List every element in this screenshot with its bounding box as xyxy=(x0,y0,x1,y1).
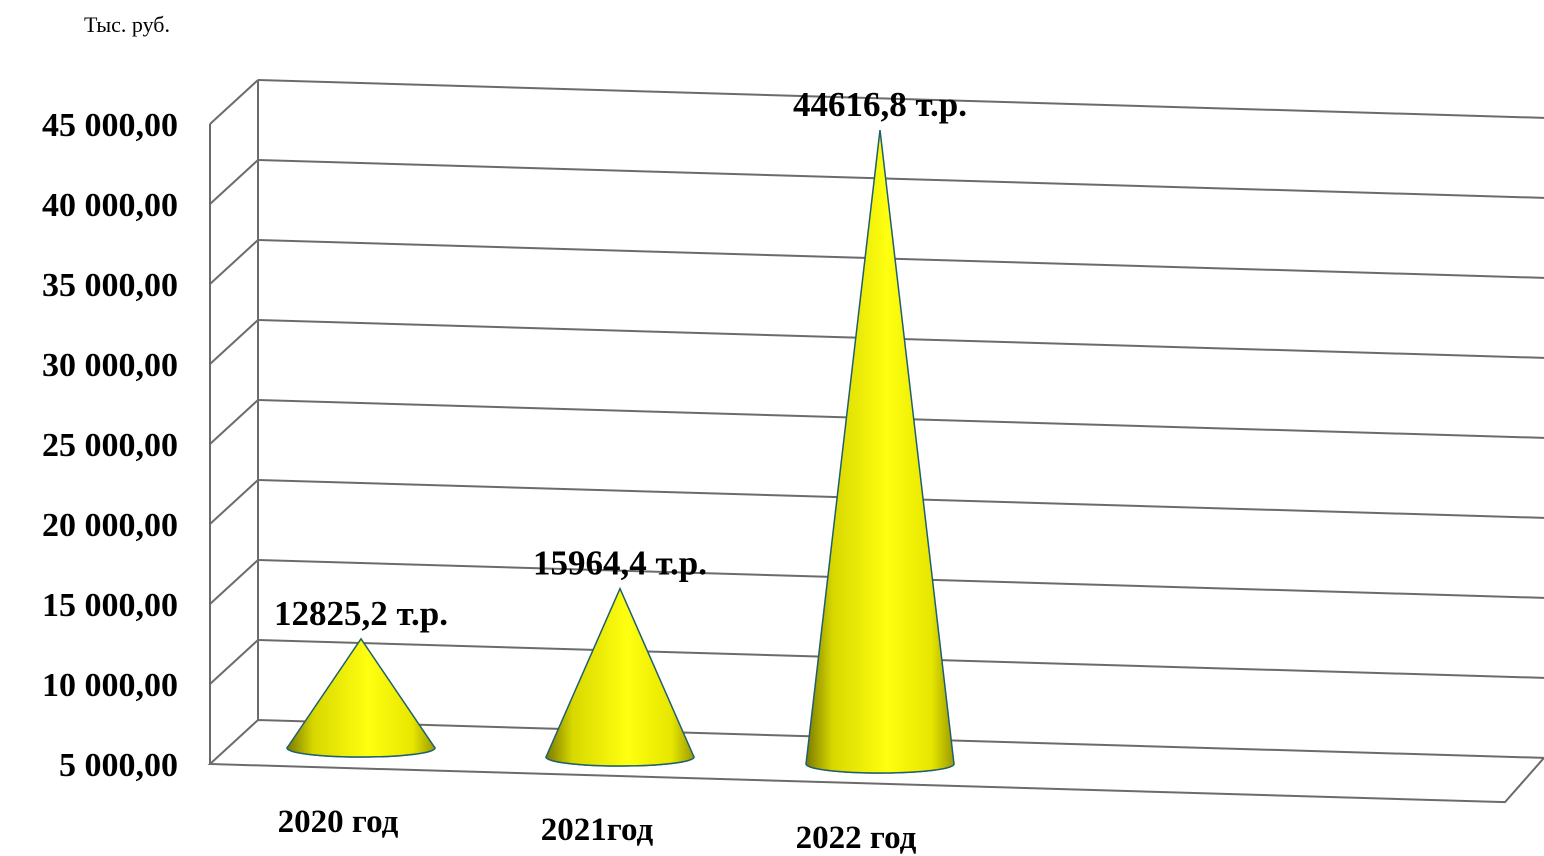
y-tick-label: 35 000,00 xyxy=(42,267,178,304)
cone-body xyxy=(286,637,436,758)
gridline-20000-side xyxy=(209,479,259,525)
y-axis-ticks: 5 000,00 10 000,00 15 000,00 20 000,00 25 00… xyxy=(42,107,178,784)
x-category-label: 2022 год xyxy=(796,820,917,856)
y-tick-label: 25 000,00 xyxy=(42,427,178,464)
gridline-30000-side xyxy=(209,319,259,365)
y-tick-label: 20 000,00 xyxy=(42,507,178,544)
unit-label: Тыс. руб. xyxy=(84,12,171,37)
gridline-45000-back xyxy=(257,79,1544,119)
cone-2 xyxy=(545,586,695,767)
data-labels: 12825,2 т.р. 15964,4 т.р. 44616,8 т.р. xyxy=(274,85,967,633)
data-label: 44616,8 т.р. xyxy=(793,85,967,124)
y-tick-label: 40 000,00 xyxy=(42,187,178,224)
cone-3 xyxy=(805,130,955,774)
y-tick-label: 10 000,00 xyxy=(42,667,178,704)
cones xyxy=(286,130,955,774)
x-category-label: 2021год xyxy=(541,812,654,848)
data-label: 12825,2 т.р. xyxy=(274,594,448,633)
x-category-label: 2020 год xyxy=(278,804,399,840)
y-tick-label: 30 000,00 xyxy=(42,347,178,384)
cone-body xyxy=(805,130,955,774)
gridline-40000-side xyxy=(209,159,259,205)
data-label: 15964,4 т.р. xyxy=(533,544,707,583)
gridline-45000-side xyxy=(209,79,259,125)
gridline-35000-back xyxy=(257,239,1544,279)
y-tick-label: 5 000,00 xyxy=(59,747,178,784)
gridline-35000-side xyxy=(209,239,259,285)
cone-1 xyxy=(286,637,436,758)
gridline-15000-side xyxy=(209,559,259,605)
floor-plane xyxy=(207,718,1544,804)
gridline-10000-side xyxy=(209,639,259,685)
gridline-40000-back xyxy=(257,159,1544,199)
gridline-25000-side xyxy=(209,399,259,445)
y-tick-label: 45 000,00 xyxy=(42,107,178,144)
x-axis-categories: 2020 год 2021год 2022 год xyxy=(278,804,917,856)
y-tick-label: 15 000,00 xyxy=(42,587,178,624)
cone-body xyxy=(545,586,695,767)
